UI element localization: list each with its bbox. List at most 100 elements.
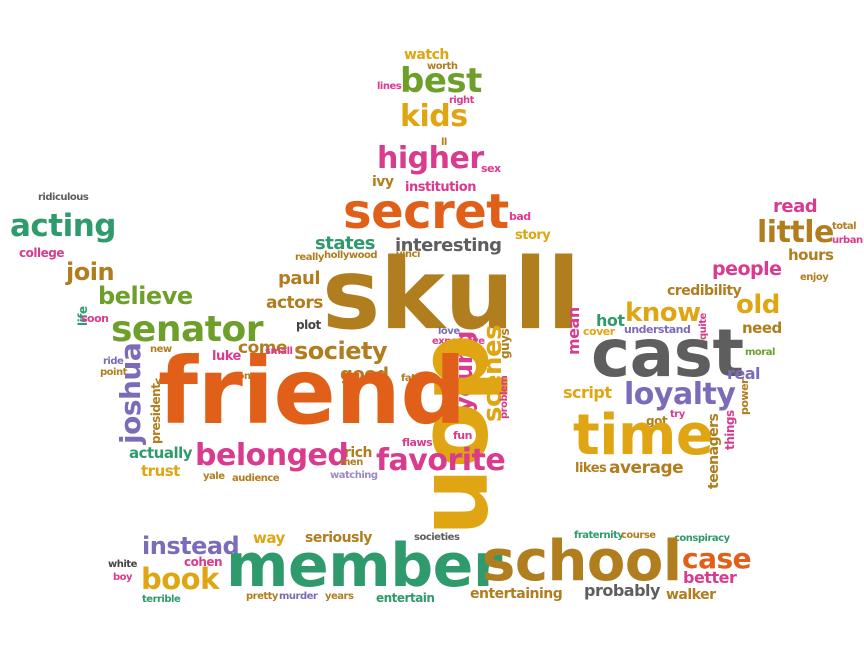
word: conspiracy bbox=[674, 533, 730, 544]
word: men bbox=[340, 457, 363, 468]
word: read bbox=[773, 196, 818, 217]
word: father bbox=[401, 373, 433, 384]
word: seriously bbox=[305, 530, 372, 546]
word: point bbox=[100, 367, 127, 378]
word: hot bbox=[596, 311, 625, 330]
word: senator bbox=[111, 309, 263, 350]
word: years bbox=[325, 591, 354, 602]
word: likes bbox=[575, 461, 607, 476]
word: walker bbox=[666, 587, 716, 603]
word: small bbox=[265, 346, 293, 357]
word: little bbox=[757, 215, 834, 250]
word: time bbox=[573, 403, 714, 468]
word: secret bbox=[343, 184, 509, 240]
word: watch bbox=[404, 47, 449, 63]
word: worth bbox=[427, 61, 458, 72]
word: believe bbox=[98, 282, 193, 310]
word: ridiculous bbox=[38, 192, 89, 203]
word: good bbox=[340, 364, 389, 385]
word: cohen bbox=[184, 555, 223, 569]
word: teenagers bbox=[706, 413, 722, 490]
word: paul bbox=[278, 268, 321, 289]
word: watching bbox=[330, 470, 378, 481]
word: yale bbox=[203, 471, 225, 482]
word: member bbox=[226, 531, 502, 601]
word: plot bbox=[296, 318, 321, 332]
word: know bbox=[625, 298, 701, 328]
word: institution bbox=[405, 180, 476, 195]
word: society bbox=[294, 337, 388, 365]
word: white bbox=[108, 559, 137, 570]
word: cast bbox=[591, 315, 744, 392]
word: ve bbox=[155, 376, 168, 387]
word: better bbox=[683, 568, 737, 587]
word: actually bbox=[129, 444, 193, 462]
word: really bbox=[295, 252, 324, 263]
word: script bbox=[563, 383, 612, 402]
word: societies bbox=[414, 532, 460, 543]
word: try bbox=[670, 409, 685, 420]
word: right bbox=[449, 95, 474, 106]
word: case bbox=[682, 542, 752, 575]
word: son bbox=[232, 371, 251, 382]
word: instead bbox=[142, 532, 240, 560]
word: rich bbox=[344, 445, 372, 461]
word: ivy bbox=[372, 174, 394, 190]
word: people bbox=[712, 258, 782, 280]
word: bad bbox=[509, 210, 531, 223]
word: power bbox=[738, 379, 751, 416]
word: president bbox=[149, 383, 163, 445]
word: fraternity bbox=[574, 530, 624, 541]
word: course bbox=[621, 530, 656, 541]
word: vinci bbox=[396, 249, 420, 260]
word: real bbox=[727, 364, 761, 383]
word: enjoy bbox=[800, 272, 829, 283]
word: interesting bbox=[395, 235, 502, 256]
word: acting bbox=[10, 208, 117, 244]
word: murder bbox=[279, 591, 318, 602]
word: skull bbox=[322, 238, 580, 352]
word: sex bbox=[481, 162, 501, 175]
word: audience bbox=[232, 473, 280, 484]
word: boy bbox=[113, 572, 133, 583]
word: expensive bbox=[432, 336, 485, 347]
word: best bbox=[400, 61, 482, 101]
word: lines bbox=[377, 81, 402, 92]
word: average bbox=[609, 458, 684, 478]
word: ll bbox=[441, 137, 447, 148]
word: belonged bbox=[195, 438, 349, 473]
word: probably bbox=[584, 581, 660, 600]
word: friend bbox=[158, 338, 466, 445]
word: ride bbox=[103, 356, 124, 367]
word: book bbox=[141, 562, 219, 596]
word: new bbox=[150, 344, 172, 355]
word: understand bbox=[624, 323, 691, 336]
word: story bbox=[515, 228, 551, 243]
word: flaws bbox=[402, 436, 433, 449]
word: entertain bbox=[376, 591, 435, 605]
word: trust bbox=[141, 462, 180, 480]
word: loyalty bbox=[624, 377, 736, 412]
word: favorite bbox=[376, 443, 506, 478]
word: come bbox=[238, 338, 288, 358]
word: hours bbox=[788, 246, 834, 264]
word: entertaining bbox=[470, 586, 563, 602]
word: luke bbox=[212, 349, 241, 364]
word: moral bbox=[745, 347, 775, 358]
word: joshua bbox=[114, 343, 147, 445]
word: got bbox=[646, 414, 668, 428]
word: school bbox=[482, 529, 682, 594]
word: states bbox=[315, 233, 376, 254]
word: old bbox=[736, 290, 780, 320]
word: kids bbox=[400, 99, 468, 134]
word: hollywood bbox=[324, 250, 378, 261]
word: urban bbox=[832, 235, 863, 246]
word: actors bbox=[266, 293, 323, 313]
word: higher bbox=[377, 141, 484, 176]
word: love bbox=[438, 326, 460, 337]
word: need bbox=[742, 319, 782, 337]
word: credibility bbox=[667, 283, 742, 299]
word: total bbox=[832, 221, 857, 232]
word: pretty bbox=[246, 591, 278, 602]
